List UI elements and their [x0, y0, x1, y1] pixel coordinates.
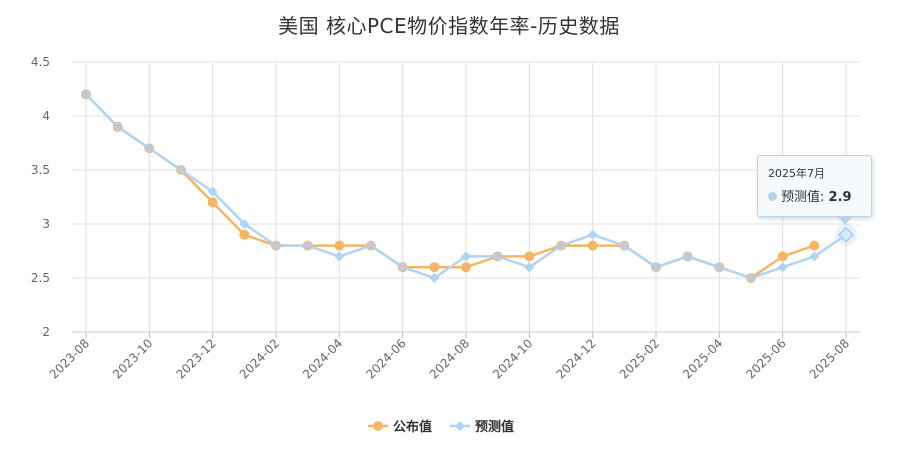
- tooltip: 2025年7月 预测值: 2.9: [757, 155, 872, 217]
- series-line-1: [85, 93, 815, 280]
- data-point-published: [587, 240, 598, 251]
- chart-title: 美国 核心PCE物价指数年率-历史数据: [278, 14, 620, 38]
- data-point-overlap: [176, 165, 186, 175]
- data-point-overlap: [493, 251, 503, 261]
- x-tick-label: 2024-02: [237, 336, 282, 381]
- series-layer: [81, 89, 857, 283]
- tooltip-date: 2025年7月: [768, 167, 825, 180]
- x-tick-label: 2025-04: [680, 336, 725, 381]
- data-point-highlighted: [837, 226, 855, 243]
- data-point-overlap: [366, 241, 376, 251]
- data-point-forecast: [207, 186, 218, 197]
- data-point-overlap: [619, 241, 629, 251]
- data-point-forecast: [777, 262, 788, 273]
- legend-item-1[interactable]: 公布值: [368, 419, 432, 435]
- tooltip-series-name: 预测值: [781, 190, 821, 205]
- legend-label: 公布值: [393, 419, 432, 435]
- data-point-published: [777, 251, 788, 262]
- data-point-published: [461, 262, 471, 273]
- x-tick-label: 2024-12: [553, 336, 598, 381]
- data-point-published: [207, 197, 218, 208]
- grid-lines: [72, 61, 860, 333]
- data-point-forecast: [524, 262, 535, 273]
- y-tick-label: 4: [42, 109, 50, 123]
- data-point-overlap: [714, 262, 724, 272]
- y-tick-label: 2.5: [31, 271, 50, 285]
- data-point-overlap: [271, 241, 281, 251]
- x-tick-label: 2025-02: [617, 336, 662, 381]
- data-point-overlap: [556, 241, 566, 251]
- x-tick-label: 2023-10: [110, 336, 155, 381]
- data-point-forecast: [429, 273, 440, 283]
- data-point-published: [239, 229, 250, 240]
- data-point-forecast: [334, 251, 345, 262]
- x-tick-label: 2025-06: [743, 336, 788, 381]
- data-point-published: [429, 262, 440, 273]
- y-tick-label: 3.5: [31, 163, 50, 177]
- data-point-forecast: [809, 251, 820, 262]
- x-tick-label: 2024-06: [363, 336, 408, 381]
- x-tick-label: 2023-08: [47, 336, 92, 381]
- data-point-forecast: [239, 219, 250, 229]
- y-tick-label: 4.5: [31, 55, 50, 69]
- data-point-forecast: [587, 229, 598, 240]
- data-point-overlap: [144, 143, 154, 153]
- legend-label: 预测值: [475, 419, 514, 435]
- data-point-forecast: [461, 251, 471, 262]
- data-point-published: [334, 240, 345, 251]
- data-point-published: [524, 251, 535, 262]
- x-tick-label: 2024-10: [490, 336, 535, 381]
- x-tick-label: 2024-08: [427, 336, 472, 381]
- data-point-overlap: [113, 122, 123, 132]
- data-point-overlap: [683, 251, 693, 261]
- tooltip-series-dot: [768, 192, 777, 201]
- x-tick-label: 2023-12: [173, 336, 218, 381]
- legend-item-2[interactable]: 预测值: [450, 419, 514, 435]
- data-point-overlap: [398, 262, 408, 272]
- data-point-overlap: [81, 89, 91, 99]
- tooltip-row: 预测值: 2.9: [768, 186, 861, 205]
- data-point-overlap: [303, 241, 313, 251]
- legend: 公布值 预测值: [368, 419, 514, 435]
- y-tick-label: 3: [42, 217, 50, 231]
- axes: 2 2.5 3 3.5 4 4.5 2023-08 2023-10 2023-12 2024-02…: [31, 55, 860, 382]
- y-tick-label: 2: [42, 325, 50, 339]
- x-tick-label: 2024-04: [300, 336, 345, 381]
- tooltip-value: 2.9: [828, 190, 852, 205]
- legend-marker: [455, 421, 465, 431]
- data-point-overlap: [651, 262, 661, 272]
- data-point-published: [809, 240, 820, 251]
- tooltip-pointer: [837, 216, 853, 225]
- data-point-overlap: [746, 273, 756, 283]
- legend-marker: [373, 421, 383, 431]
- x-tick-label: 2025-08: [807, 336, 852, 381]
